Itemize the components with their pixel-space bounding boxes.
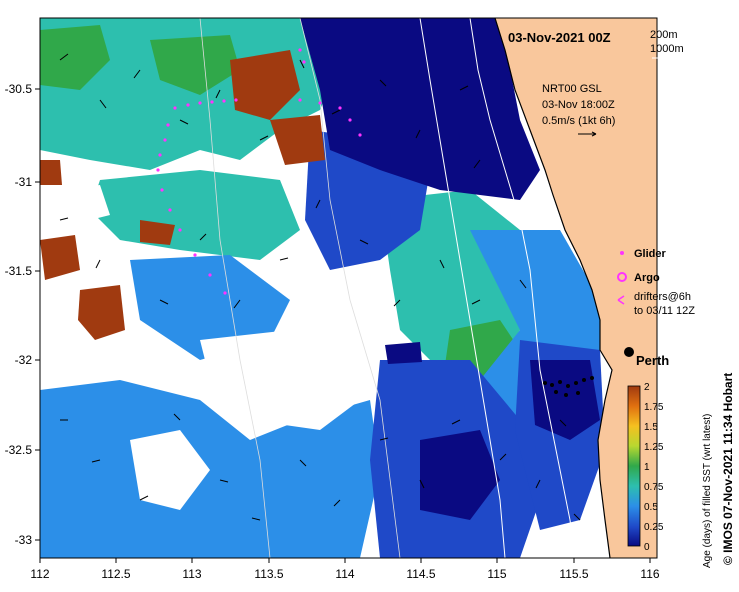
navy-blob-mid [385,342,422,364]
colorbar-tick: 0 [644,542,650,553]
argo-symbol [617,272,627,282]
x-tick-label: 115.5 [559,567,588,581]
brown-patch-4 [40,235,80,280]
colorbar: 0 0.25 0.5 0.75 1 1.25 1.5 1.75 2 Age (d… [627,382,713,568]
glider-symbol [620,251,624,255]
brown-patch-2 [78,285,125,340]
cloud-mask-3 [130,430,210,510]
lightblue-region-west [130,255,290,360]
brown-patch-3 [270,115,325,165]
current-info-source: NRT00 GSL [542,83,602,95]
coastline [494,18,613,558]
isobath-deep [299,18,401,558]
y-tick-label: -33 [15,533,33,547]
colorbar-tick: 1.25 [644,442,664,453]
navy-region-north [300,18,540,200]
y-tick-label: -32 [15,353,33,367]
navy-region-coast [420,430,500,520]
map-plot-area [40,18,657,558]
drifter-symbol [617,295,625,305]
green-patch-central [150,35,240,95]
x-tick-label: 114.5 [406,567,435,581]
colorbar-tick: 0.5 [644,502,658,513]
x-tick-label: 113 [182,567,201,581]
isobath-1000m [419,18,506,558]
current-vectors [59,53,581,521]
symbol-legend: Glider Argo drifters@6h to 03/11 12Z [617,248,695,317]
x-tick-label: 115 [487,567,506,581]
perth-label: Perth [636,353,669,368]
plot-frame [39,17,658,559]
imos-credit: © IMOS 07-Nov-2021 11:34 Hobart [721,373,735,565]
colorbar-tick: 2 [644,382,650,393]
map-title: 03-Nov-2021 00Z [508,30,611,45]
colorbar-tick: 1.75 [644,402,664,413]
colorbar-tick: 0.25 [644,522,664,533]
x-tick-label: 112 [30,567,49,581]
y-tick-label: -30.5 [5,82,33,96]
depth-legend-1000m: 1000m [650,43,684,55]
glider-track [156,48,362,295]
drifter-positions [543,376,594,397]
colorbar-tick: 1.5 [644,422,658,433]
cloud-mask-2 [40,330,110,385]
x-tick-label: 113.5 [254,567,283,581]
y-axis [35,88,40,541]
drifter-legend-line1: drifters@6h [634,291,691,303]
current-info-scale: 0.5m/s (1kt 6h) [542,115,615,127]
colorbar-tick: 1 [644,462,650,473]
current-info-time: 03-Nov 18:00Z [542,99,615,111]
isobath-deep-2 [199,18,271,558]
cloud-mask-4 [60,185,110,225]
y-tick-label: -31 [15,175,33,189]
current-info: NRT00 GSL 03-Nov 18:00Z 0.5m/s (1kt 6h) [542,83,615,137]
isobath-200m [469,18,576,558]
depth-legend: 200m 1000m [650,29,684,59]
depth-legend-200m: 200m [650,29,678,41]
brown-patch-5 [140,220,175,245]
argo-legend-label: Argo [634,272,660,284]
brown-patch-6 [40,160,62,185]
x-tick-label: 112.5 [101,567,130,581]
cloud-mask-1 [200,330,360,430]
x-axis [39,558,651,563]
colorbar-label: Age (days) of filled SST (wrt latest) [702,414,713,568]
glider-legend-label: Glider [634,248,667,260]
land-mass [495,18,657,558]
colorbar-tick: 0.75 [644,482,664,493]
perth-marker [624,347,634,357]
green-patch-nw [40,25,110,90]
drifter-legend-line2: to 03/11 12Z [634,305,695,317]
brown-patch-1 [230,50,300,120]
y-tick-label: -31.5 [5,264,33,278]
x-tick-label: 116 [640,567,659,581]
y-tick-label: -32.5 [5,443,33,457]
x-tick-label: 114 [335,567,354,581]
